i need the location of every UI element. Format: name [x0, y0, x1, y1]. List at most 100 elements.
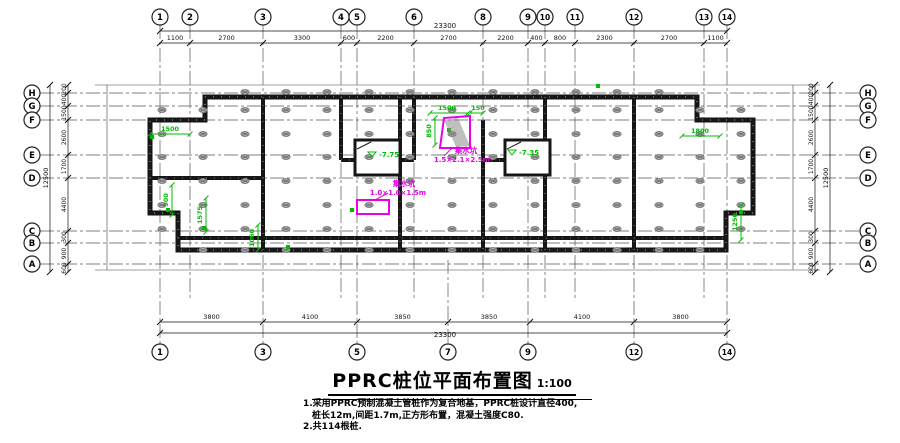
elevation-marker-icon	[506, 149, 518, 156]
grid-bubble-label: G	[29, 102, 36, 112]
pile-cross	[654, 131, 664, 137]
pile-cross	[654, 89, 664, 95]
pile-symbol	[571, 202, 581, 208]
dim-tick	[826, 268, 834, 276]
grid-bubble	[519, 343, 537, 361]
pile-cross	[322, 247, 332, 253]
pile-cross	[447, 202, 457, 208]
dim-seg-top: 1100	[167, 34, 184, 42]
pile-cross	[322, 202, 332, 208]
pile-symbol	[364, 226, 374, 232]
pile-symbol	[322, 154, 332, 160]
grid-bubble	[718, 8, 736, 26]
pile-cross	[530, 89, 540, 95]
pile-symbol	[695, 202, 705, 208]
pile-symbol	[281, 89, 291, 95]
dim-seg-bottom: 3850	[394, 313, 411, 321]
sump-pit-outline	[356, 199, 390, 215]
pile-symbol	[654, 202, 664, 208]
pile-symbol	[240, 89, 250, 95]
dim-seg-side: 400	[61, 94, 68, 106]
pile-symbol	[322, 202, 332, 208]
dim-seg-bottom: 3800	[672, 313, 689, 321]
pile-symbol	[612, 202, 622, 208]
dim-tick	[723, 39, 731, 47]
dim-seg-side: 1700	[61, 159, 68, 174]
grid-bubble-label: 3	[260, 348, 266, 358]
pile-cross	[654, 178, 664, 184]
grid-bubble-label: 12	[629, 348, 639, 357]
grid-bubble	[23, 255, 41, 273]
pile-symbol	[198, 247, 208, 253]
dim-tick	[811, 81, 819, 89]
pile-cross	[695, 202, 705, 208]
grid-bubble-label: G	[865, 102, 872, 112]
sump-pit-leader	[443, 147, 453, 157]
pile-cross	[198, 154, 208, 160]
dim-tick	[630, 318, 638, 326]
dim-overall-bottom: 23300	[434, 331, 456, 339]
pile-symbol	[530, 202, 540, 208]
dim-tick	[259, 318, 267, 326]
grid-bubble	[254, 343, 272, 361]
pile-cross	[736, 131, 746, 137]
grid-bubble	[474, 8, 492, 26]
pile-cross	[240, 154, 250, 160]
grid-bubble-label: A	[29, 260, 36, 270]
pile-cross	[240, 247, 250, 253]
notes-block: 1.采用PPRC预制混凝土管桩作为复合地基，PPRC桩设计直径400, 桩长12…	[303, 399, 633, 434]
pile-cross	[364, 131, 374, 137]
pile-cross	[240, 178, 250, 184]
pile-cross	[571, 107, 581, 113]
note-line: 桩长12m,间距1.7m,正方形布置，混凝土强度C80.	[312, 410, 524, 421]
pile-symbol	[157, 226, 167, 232]
green-marker	[202, 226, 206, 230]
pile-cross	[447, 178, 457, 184]
dim-tick	[811, 174, 819, 182]
dim-tick	[630, 39, 638, 47]
green-dim-label: 1575	[196, 205, 204, 224]
pile-symbol	[488, 202, 498, 208]
pile-symbol	[281, 226, 291, 232]
pile-cross	[240, 202, 250, 208]
grid-bubble	[519, 8, 537, 26]
drawing-scale: 1:100	[536, 377, 572, 390]
pile-symbol	[364, 131, 374, 137]
green-marker	[350, 208, 354, 212]
dim-tick	[64, 268, 72, 276]
sump-pit-size: 1.5×2.1×2.5m	[434, 156, 490, 164]
pile-symbol	[612, 226, 622, 232]
dim-seg-side: 4400	[808, 197, 815, 212]
pile-cross	[240, 89, 250, 95]
grid-bubble	[566, 8, 584, 26]
pile-cross	[695, 131, 705, 137]
pile-cross	[447, 226, 457, 232]
grid-bubble-label: 1	[157, 348, 163, 358]
grid-bubble	[348, 8, 366, 26]
dim-tick	[64, 227, 72, 235]
pile-cross	[530, 107, 540, 113]
green-dim-tick	[679, 133, 685, 139]
dim-seg-top: 1100	[707, 34, 724, 42]
pile-cross	[157, 107, 167, 113]
grid-bubble-label: B	[29, 239, 35, 249]
dim-tick	[259, 39, 267, 47]
grid-bubble-label: 12	[629, 13, 639, 22]
dim-tick	[186, 39, 194, 47]
grid-bubble-label: H	[28, 89, 35, 99]
pile-cross	[612, 131, 622, 137]
pile-cross	[488, 178, 498, 184]
grid-bubble-label: 3	[260, 13, 266, 23]
grid-bubble-label: 2	[187, 13, 193, 23]
pile-symbol	[530, 226, 540, 232]
green-dim-tick	[255, 222, 261, 228]
pile-symbol	[488, 131, 498, 137]
grid-bubble-label: D	[864, 174, 871, 184]
grid-bubble-label: A	[865, 260, 872, 270]
pit-slope-line	[356, 141, 372, 150]
green-dim-tick	[169, 212, 175, 218]
grid-bubble-label: F	[865, 116, 871, 126]
pile-symbol	[322, 178, 332, 184]
pile-cross	[571, 178, 581, 184]
